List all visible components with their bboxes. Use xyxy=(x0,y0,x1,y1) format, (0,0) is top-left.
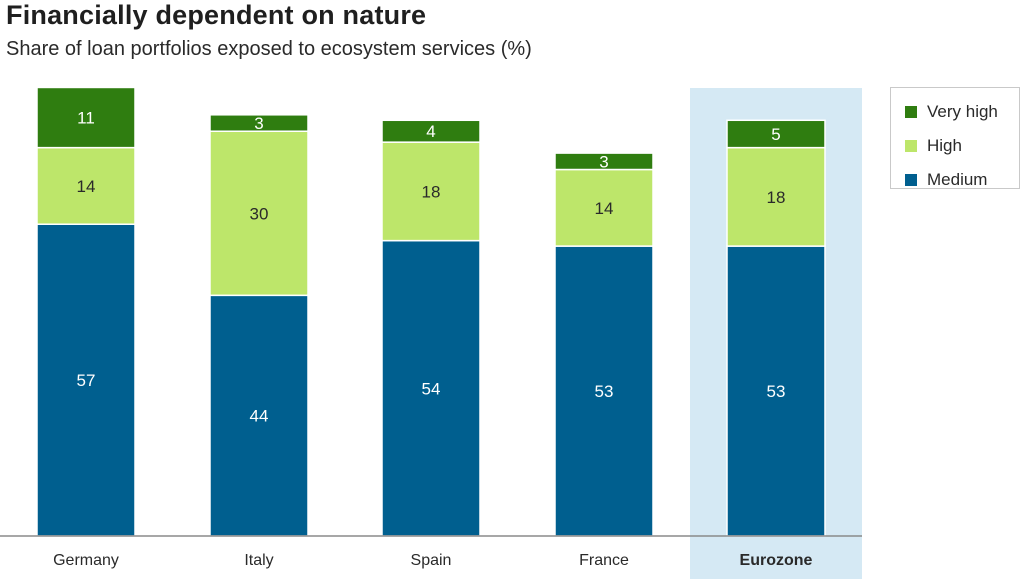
legend-label-very-high: Very high xyxy=(927,102,998,121)
x-tick-label-italy: Italy xyxy=(244,552,273,569)
data-label-germany-very-high: 11 xyxy=(77,109,95,128)
bar-eurozone-medium xyxy=(726,245,826,537)
legend-item-high: High xyxy=(891,129,1019,163)
bar-spain-high xyxy=(381,141,481,242)
bar-france-medium xyxy=(554,245,654,537)
data-label-spain-medium: 54 xyxy=(422,379,441,398)
bar-eurozone-very-high xyxy=(726,119,826,149)
chart-title: Financially dependent on nature xyxy=(6,0,427,30)
bar-germany-high xyxy=(36,146,136,225)
data-label-germany-medium: 57 xyxy=(77,371,96,390)
data-label-italy-high: 30 xyxy=(250,204,269,223)
data-label-eurozone-medium: 53 xyxy=(767,382,786,401)
data-label-france-very-high: 3 xyxy=(599,152,608,171)
data-label-eurozone-very-high: 5 xyxy=(771,125,780,144)
legend-item-medium: Medium xyxy=(891,163,1019,197)
data-label-spain-very-high: 4 xyxy=(426,122,435,141)
legend-label-high: High xyxy=(927,136,962,155)
x-tick-label-germany: Germany xyxy=(53,552,119,569)
data-label-italy-medium: 44 xyxy=(250,407,269,426)
x-tick-label-spain: Spain xyxy=(411,552,452,569)
legend: Very high High Medium xyxy=(890,87,1020,189)
data-label-france-medium: 53 xyxy=(595,382,614,401)
bar-spain-very-high xyxy=(381,119,481,143)
data-label-eurozone-high: 18 xyxy=(767,188,786,207)
legend-label-medium: Medium xyxy=(927,170,988,189)
bar-france-very-high xyxy=(554,152,654,171)
legend-swatch-high xyxy=(905,140,917,152)
bar-italy-very-high xyxy=(209,114,309,132)
x-tick-label-france: France xyxy=(579,552,629,569)
legend-swatch-medium xyxy=(905,174,917,186)
chart-subtitle: Share of loan portfolios exposed to ecos… xyxy=(6,38,532,60)
bar-eurozone-high xyxy=(726,146,826,247)
bar-germany-medium xyxy=(36,223,136,537)
data-label-spain-high: 18 xyxy=(422,182,441,201)
legend-item-very-high: Very high xyxy=(891,95,1019,129)
legend-swatch-very-high xyxy=(905,106,917,118)
x-tick-label-eurozone: Eurozone xyxy=(740,552,813,569)
bar-germany-very-high xyxy=(36,86,136,149)
data-label-germany-high: 14 xyxy=(77,177,96,196)
data-label-italy-very-high: 3 xyxy=(254,114,263,133)
data-label-france-high: 14 xyxy=(595,199,614,218)
